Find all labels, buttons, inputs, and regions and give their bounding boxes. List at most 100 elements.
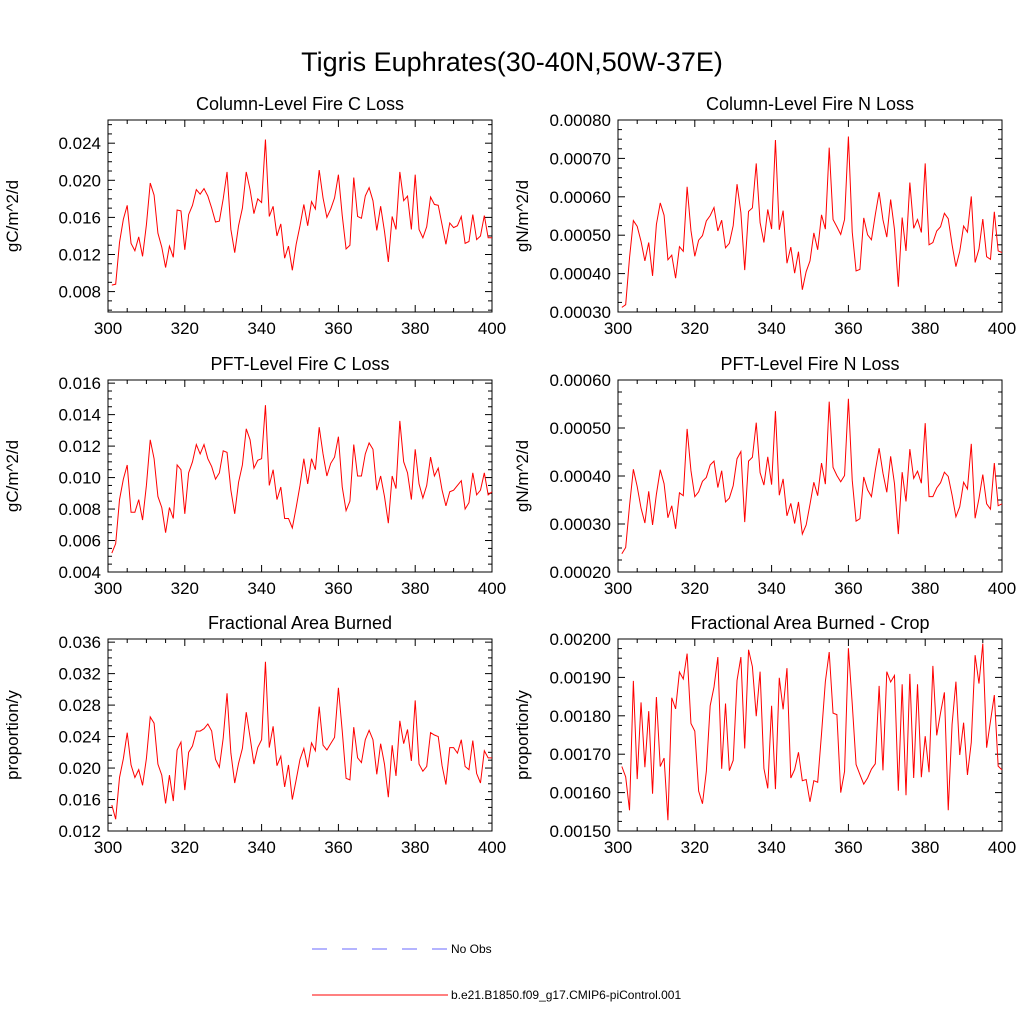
y-tick-label: 0.00180 xyxy=(550,707,611,726)
y-tick-label: 0.032 xyxy=(58,665,101,684)
y-tick-label: 0.020 xyxy=(58,171,101,190)
y-tick-label: 0.020 xyxy=(58,759,101,778)
y-tick-label: 0.008 xyxy=(58,283,101,302)
x-tick-label: 380 xyxy=(911,579,939,598)
x-tick-label: 340 xyxy=(757,838,785,857)
y-tick-label: 0.008 xyxy=(58,500,101,519)
y-tick-label: 0.00040 xyxy=(550,467,611,486)
x-tick-label: 320 xyxy=(681,579,709,598)
x-tick-label: 360 xyxy=(324,838,352,857)
y-tick-label: 0.024 xyxy=(58,728,101,747)
panel-title: PFT-Level Fire C Loss xyxy=(210,354,389,374)
y-tick-label: 0.00070 xyxy=(550,149,611,168)
panel-6: Fractional Area Burned - Crop 300 320 340 36… xyxy=(513,613,1016,857)
plot-frame xyxy=(107,119,493,313)
panel-5: Fractional Area Burned 300 320 340 360 380 400… xyxy=(3,613,506,857)
x-tick-label: 380 xyxy=(401,579,429,598)
y-tick-label: 0.016 xyxy=(58,208,101,227)
x-tick-label: 320 xyxy=(171,579,199,598)
y-tick-label: 0.028 xyxy=(58,696,101,715)
series-line xyxy=(621,398,1003,555)
x-tick-label: 300 xyxy=(94,579,122,598)
x-tick-label: 360 xyxy=(834,838,862,857)
x-tick-label: 400 xyxy=(478,579,506,598)
y-tick-label: 0.00030 xyxy=(550,515,611,534)
x-tick-label: 300 xyxy=(604,838,632,857)
series-line xyxy=(111,139,492,286)
y-axis-label: proportion/y xyxy=(3,690,22,780)
y-tick-label: 0.004 xyxy=(58,563,101,582)
x-tick-label: 360 xyxy=(324,579,352,598)
series-line xyxy=(621,136,1003,308)
panel-title: Column-Level Fire N Loss xyxy=(706,94,914,114)
x-tick-label: 380 xyxy=(911,838,939,857)
x-tick-label: 400 xyxy=(478,838,506,857)
panel-1: Column-Level Fire C Loss 300 320 340 360 380 4… xyxy=(3,94,506,338)
x-tick-label: 400 xyxy=(478,319,506,338)
y-tick-label: 0.00080 xyxy=(550,111,611,130)
x-tick-label: 380 xyxy=(401,838,429,857)
legend-obs-label: No Obs xyxy=(451,942,492,956)
legend: No Obs b.e21.B1850.f09_g17.CMIP6-piContr… xyxy=(312,942,681,1002)
y-tick-label: 0.00050 xyxy=(550,226,611,245)
y-tick-label: 0.00160 xyxy=(550,784,611,803)
y-tick-label: 0.00190 xyxy=(550,668,611,687)
figure-title: Tigris Euphrates(30-40N,50W-37E) xyxy=(301,47,723,77)
y-tick-label: 0.024 xyxy=(58,134,101,153)
x-tick-label: 380 xyxy=(911,319,939,338)
y-tick-label: 0.00020 xyxy=(550,563,611,582)
plot-frame xyxy=(617,379,1003,573)
y-tick-label: 0.010 xyxy=(58,469,101,488)
x-tick-label: 320 xyxy=(171,838,199,857)
y-tick-label: 0.012 xyxy=(58,437,101,456)
panel-4: PFT-Level Fire N Loss 300 320 340 360 380 400 0… xyxy=(513,354,1016,598)
panels: Column-Level Fire C Loss 300 320 340 360 380 4… xyxy=(3,94,1016,857)
y-tick-label: 0.00150 xyxy=(550,822,611,841)
plot-frame xyxy=(617,119,1003,313)
x-tick-label: 400 xyxy=(988,838,1016,857)
legend-model-label: b.e21.B1850.f09_g17.CMIP6-piControl.001 xyxy=(451,988,681,1002)
x-tick-label: 360 xyxy=(834,579,862,598)
x-tick-label: 300 xyxy=(604,319,632,338)
series-line xyxy=(621,643,1003,821)
y-axis-label: proportion/y xyxy=(513,690,532,780)
x-tick-label: 380 xyxy=(401,319,429,338)
series-line xyxy=(111,405,493,554)
y-axis-label: gC/m^2/d xyxy=(3,440,22,512)
y-tick-label: 0.012 xyxy=(58,822,101,841)
x-tick-label: 340 xyxy=(247,579,275,598)
y-tick-label: 0.00060 xyxy=(550,188,611,207)
y-axis-label: gN/m^2/d xyxy=(513,180,532,252)
x-tick-label: 320 xyxy=(681,319,709,338)
x-tick-label: 300 xyxy=(94,319,122,338)
x-tick-label: 360 xyxy=(324,319,352,338)
x-tick-label: 340 xyxy=(247,319,275,338)
y-tick-label: 0.006 xyxy=(58,532,101,551)
y-tick-label: 0.00030 xyxy=(550,303,611,322)
plot-frame xyxy=(617,638,1003,832)
panel-title: PFT-Level Fire N Loss xyxy=(720,354,899,374)
x-tick-label: 300 xyxy=(604,579,632,598)
panel-title: Fractional Area Burned xyxy=(208,613,392,633)
y-tick-label: 0.00050 xyxy=(550,419,611,438)
panel-3: PFT-Level Fire C Loss 300 320 340 360 380 400 0… xyxy=(3,354,506,598)
x-tick-label: 340 xyxy=(757,319,785,338)
y-tick-label: 0.016 xyxy=(58,791,101,810)
x-tick-label: 300 xyxy=(94,838,122,857)
x-tick-label: 360 xyxy=(834,319,862,338)
y-tick-label: 0.014 xyxy=(58,406,101,425)
x-tick-label: 400 xyxy=(988,319,1016,338)
x-tick-label: 340 xyxy=(247,838,275,857)
y-tick-label: 0.00170 xyxy=(550,745,611,764)
y-tick-label: 0.036 xyxy=(58,633,101,652)
x-tick-label: 340 xyxy=(757,579,785,598)
panel-title: Fractional Area Burned - Crop xyxy=(690,613,929,633)
y-tick-label: 0.012 xyxy=(58,245,101,264)
y-axis-label: gC/m^2/d xyxy=(3,180,22,252)
panel-title: Column-Level Fire C Loss xyxy=(196,94,404,114)
y-tick-label: 0.00040 xyxy=(550,265,611,284)
y-axis-label: gN/m^2/d xyxy=(513,440,532,512)
x-tick-label: 400 xyxy=(988,579,1016,598)
y-tick-label: 0.00060 xyxy=(550,371,611,390)
